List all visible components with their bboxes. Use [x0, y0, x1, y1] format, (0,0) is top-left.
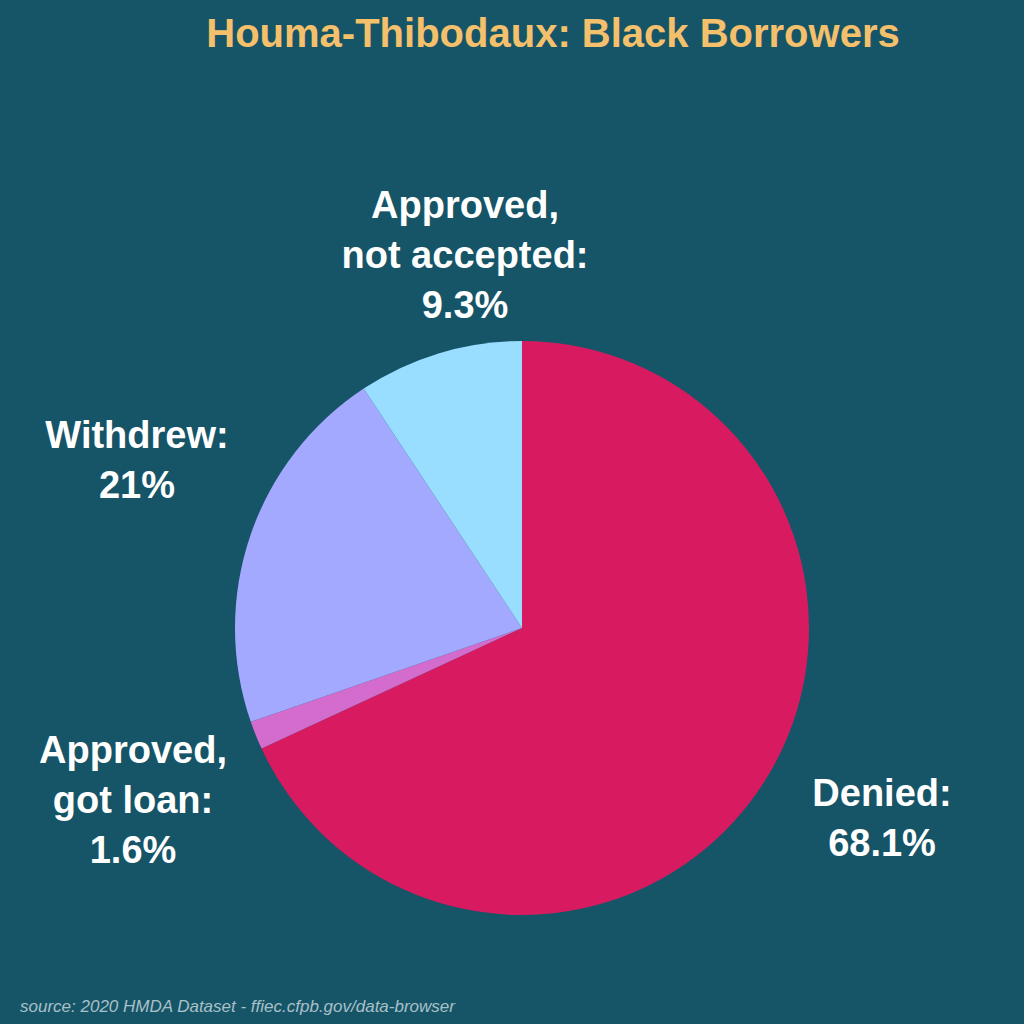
svg-text:Withdrew:: Withdrew: [45, 414, 228, 456]
svg-text:21%: 21% [99, 464, 175, 506]
svg-text:68.1%: 68.1% [828, 822, 936, 864]
svg-text:Houma-Thibodaux: Black Borrowe: Houma-Thibodaux: Black Borrowers [206, 11, 899, 55]
svg-text:9.3%: 9.3% [422, 284, 509, 326]
svg-text:not accepted:: not accepted: [341, 234, 588, 276]
svg-text:Approved,: Approved, [39, 729, 227, 771]
svg-text:got loan:: got loan: [53, 779, 213, 821]
svg-text:Approved,: Approved, [371, 184, 559, 226]
svg-text:source: 2020 HMDA Dataset - ff: source: 2020 HMDA Dataset - ffiec.cfpb.g… [20, 997, 456, 1016]
svg-text:1.6%: 1.6% [90, 829, 177, 871]
svg-text:Denied:: Denied: [812, 772, 951, 814]
